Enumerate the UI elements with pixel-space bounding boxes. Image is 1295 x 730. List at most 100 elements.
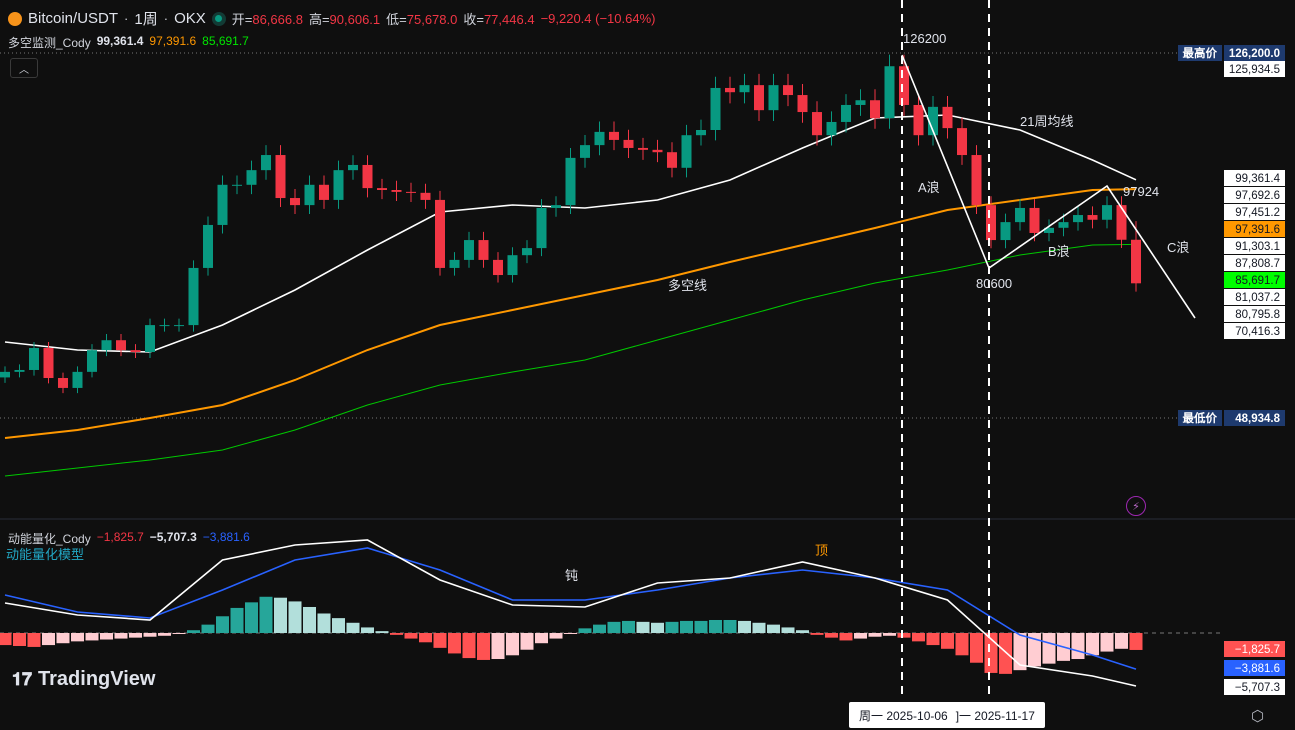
interval[interactable]: 1周 [134, 11, 158, 28]
histogram-bar [723, 619, 737, 633]
momentum-value-label-bg [1224, 660, 1285, 676]
histogram-bar [854, 633, 867, 639]
high-price-tag-bg [1178, 45, 1222, 61]
candle-body [130, 350, 141, 353]
candle-body [913, 104, 924, 136]
histogram-bar [361, 627, 374, 633]
candle-body [768, 85, 779, 111]
price-label: 80,795.8 [1235, 309, 1280, 321]
histogram-bar [999, 633, 1012, 674]
histogram-bar [27, 633, 41, 647]
separator: · [163, 11, 169, 26]
momentum-value-label-bg [1224, 641, 1285, 657]
symbol-name[interactable]: Bitcoin/USDT [28, 10, 119, 27]
settings-icon[interactable]: ⬡ [1251, 708, 1265, 725]
histogram-bar [955, 633, 969, 656]
histogram-bar [535, 633, 548, 644]
histogram-bar [129, 633, 142, 638]
candle-body [1015, 207, 1025, 223]
candle-body [1131, 239, 1141, 284]
indicator-value: −5,707.3 [149, 530, 197, 544]
candle-body [826, 121, 837, 136]
bull-bear-line [4, 188, 1137, 439]
histogram-bar [114, 633, 128, 639]
histogram-bar [636, 621, 650, 633]
candle-body [710, 87, 721, 131]
candle-body [493, 259, 503, 276]
indicator-legend-main[interactable]: 多空监测_Cody 99,361.4 97,391.6 85,691.7 [8, 34, 249, 51]
histogram-bar [346, 622, 360, 633]
momentum-value-label: −5,707.3 [1235, 682, 1280, 694]
indicator-legend-low[interactable]: 动能量化_Cody −1,825.7 −5,707.3 −3,881.6 [8, 530, 250, 547]
candle-body [290, 198, 300, 206]
histogram-bar [622, 620, 635, 633]
candle-body [1000, 222, 1011, 241]
candle-body [783, 85, 793, 96]
close-label: 收= [463, 12, 484, 27]
candle-body [928, 106, 938, 136]
separator: · [124, 11, 129, 26]
candle-body [420, 192, 431, 200]
price-label: 97,451.2 [1235, 207, 1280, 219]
indicator-name[interactable]: 多空监测_Cody [8, 36, 91, 50]
momentum-signal-line [4, 547, 1137, 670]
price-label: 85,691.7 [1235, 275, 1280, 287]
crosshair-date-label: 周一 2025-10-06 ]一 2025-11-17 [849, 702, 1045, 728]
chevron-up-icon: ︿ [19, 64, 29, 76]
histogram-bar [970, 633, 983, 663]
candle-body [29, 348, 39, 370]
candle-body [870, 100, 880, 119]
histogram-bar [883, 633, 896, 636]
candle-body [87, 350, 97, 372]
histogram-bar [419, 633, 432, 643]
ma21-label: 21周均线 [1020, 114, 1073, 129]
candle-body [725, 87, 735, 93]
histogram-bar [767, 624, 780, 633]
histogram-bar [245, 602, 258, 633]
histogram-bar [549, 633, 563, 639]
indicator-value: 99,361.4 [96, 34, 144, 48]
candle-body [986, 205, 996, 241]
histogram-bar [665, 621, 679, 633]
candle-body [362, 164, 373, 189]
symbol-header: Bitcoin/USDT · 1周 · OKX 开=86,666.8 高=90,… [8, 8, 655, 29]
price-label-bg [1224, 272, 1285, 288]
market-status-icon[interactable] [211, 11, 226, 26]
tradingview-logo[interactable]: 𝟏𝟕 TradingView [12, 668, 155, 691]
histogram-bar [796, 630, 809, 633]
histogram-bar [1100, 633, 1114, 652]
candle-body [377, 188, 387, 190]
histogram-bar [1086, 633, 1099, 656]
high-price-value-bg [1224, 45, 1285, 61]
histogram-bar [477, 633, 490, 660]
high-price-value: 126,200.0 [1229, 48, 1280, 60]
price-label: 97,692.6 [1235, 190, 1280, 202]
histogram-bar [390, 633, 403, 635]
candle-body [101, 340, 112, 351]
candle-body [942, 106, 953, 129]
candle-body [696, 130, 706, 136]
lightning-icon[interactable]: ⚡ [1126, 496, 1146, 516]
indicator-value: −3,881.6 [202, 530, 250, 544]
histogram-bar [259, 596, 273, 633]
ma21-line [4, 114, 1137, 353]
candle-body [43, 348, 54, 379]
candle-body [464, 240, 474, 260]
b-wave-label: B浪 [1048, 244, 1070, 259]
low-label: 低= [386, 12, 407, 27]
price-label-bg [1224, 204, 1285, 220]
b-high-label: 97924 [1123, 184, 1159, 199]
histogram-bar [56, 633, 70, 644]
collapse-legend-button[interactable]: ︿ [10, 58, 38, 78]
indicator-subtitle: 动能量化模型 [6, 547, 85, 562]
candle-body [1044, 227, 1054, 233]
histogram-bar [332, 618, 345, 633]
price-label-bg [1224, 289, 1285, 305]
candle-body [449, 259, 460, 268]
bitcoin-icon [8, 11, 22, 26]
price-label: 99,361.4 [1235, 173, 1280, 185]
candle-body [333, 170, 344, 200]
indicator-name[interactable]: 动能量化_Cody [8, 532, 91, 546]
histogram-bar [13, 633, 26, 647]
